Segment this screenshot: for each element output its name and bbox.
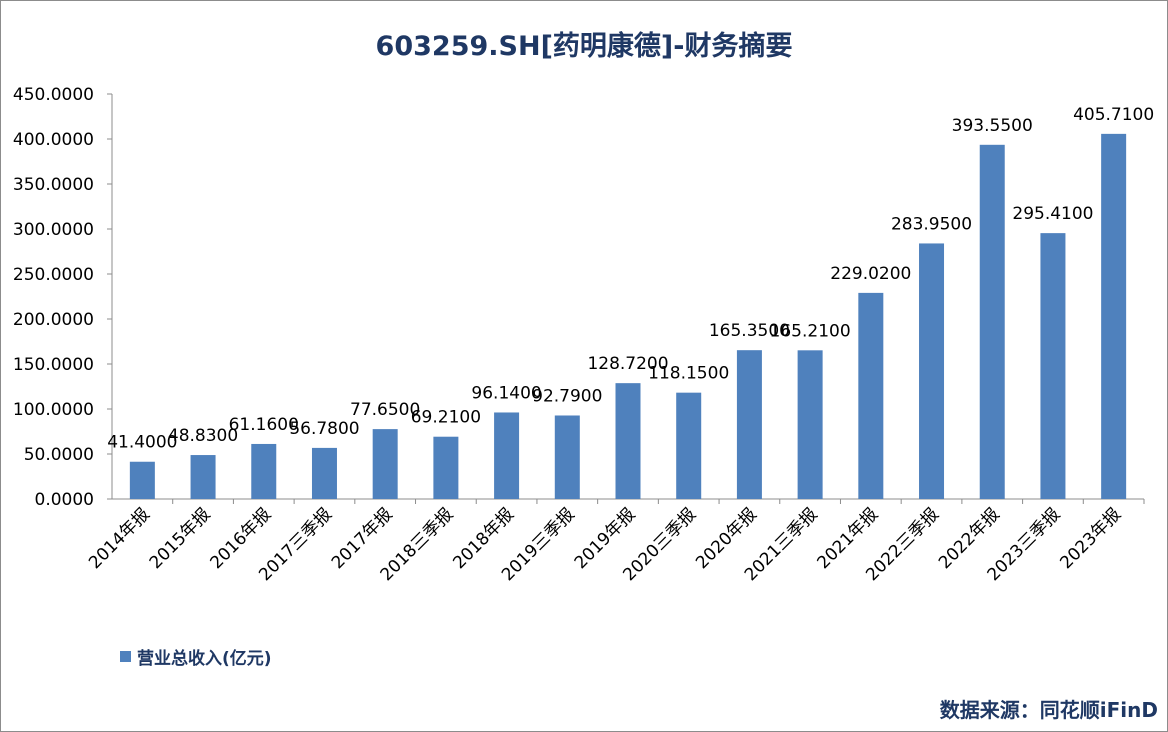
- data-label: 165.3500: [709, 321, 790, 341]
- y-tick-label: 200.0000: [13, 310, 94, 330]
- bar: [797, 350, 823, 499]
- data-label: 295.4100: [1012, 204, 1093, 224]
- bar: [129, 461, 155, 499]
- data-label: 56.7800: [289, 419, 359, 439]
- y-tick-label: 0.0000: [35, 490, 94, 510]
- legend-label: 营业总收入(亿元): [137, 649, 272, 669]
- data-label: 96.1400: [471, 383, 541, 403]
- bar: [615, 383, 641, 499]
- legend: 营业总收入(亿元): [120, 644, 272, 669]
- data-label: 283.9500: [891, 214, 972, 234]
- data-label: 69.2100: [411, 408, 481, 428]
- bar: [554, 415, 580, 499]
- bar: [736, 350, 762, 499]
- data-label: 118.1500: [648, 364, 729, 384]
- y-tick-label: 50.0000: [24, 445, 94, 465]
- bar: [251, 443, 277, 499]
- x-tick-label: 2023年报: [1056, 504, 1125, 573]
- y-tick-label: 350.0000: [13, 175, 94, 195]
- bar: [858, 292, 884, 499]
- y-tick-label: 100.0000: [13, 400, 94, 420]
- data-label: 405.7100: [1073, 105, 1154, 125]
- bar: [919, 243, 945, 499]
- data-label: 61.1600: [229, 415, 299, 435]
- bar: [190, 455, 216, 499]
- data-label: 128.7200: [587, 354, 668, 374]
- y-tick-label: 150.0000: [13, 355, 94, 375]
- y-tick-label: 250.0000: [13, 265, 94, 285]
- bar: [433, 436, 459, 499]
- bar: [676, 392, 702, 499]
- chart-title: 603259.SH[药明康德]-财务摘要: [375, 31, 793, 62]
- data-label: 229.0200: [830, 264, 911, 284]
- legend-swatch: [120, 651, 131, 662]
- bar: [494, 412, 520, 499]
- bar: [979, 144, 1005, 499]
- x-tick-label: 2015年报: [146, 504, 215, 573]
- data-label: 48.8300: [168, 426, 238, 446]
- bar: [1040, 233, 1066, 500]
- bar: [1101, 133, 1127, 499]
- bar: [311, 447, 337, 499]
- data-label: 165.2100: [770, 321, 851, 341]
- y-tick-label: 300.0000: [13, 220, 94, 240]
- y-tick-label: 450.0000: [13, 85, 94, 105]
- data-label: 41.4000: [107, 433, 177, 453]
- data-label: 77.6500: [350, 400, 420, 420]
- data-label: 92.7900: [532, 386, 602, 406]
- data-label: 393.5500: [952, 116, 1033, 136]
- bar: [372, 429, 398, 499]
- x-tick-label: 2014年报: [85, 504, 154, 573]
- data-source: 数据来源：同花顺iFinD: [939, 698, 1158, 722]
- y-tick-label: 400.0000: [13, 130, 94, 150]
